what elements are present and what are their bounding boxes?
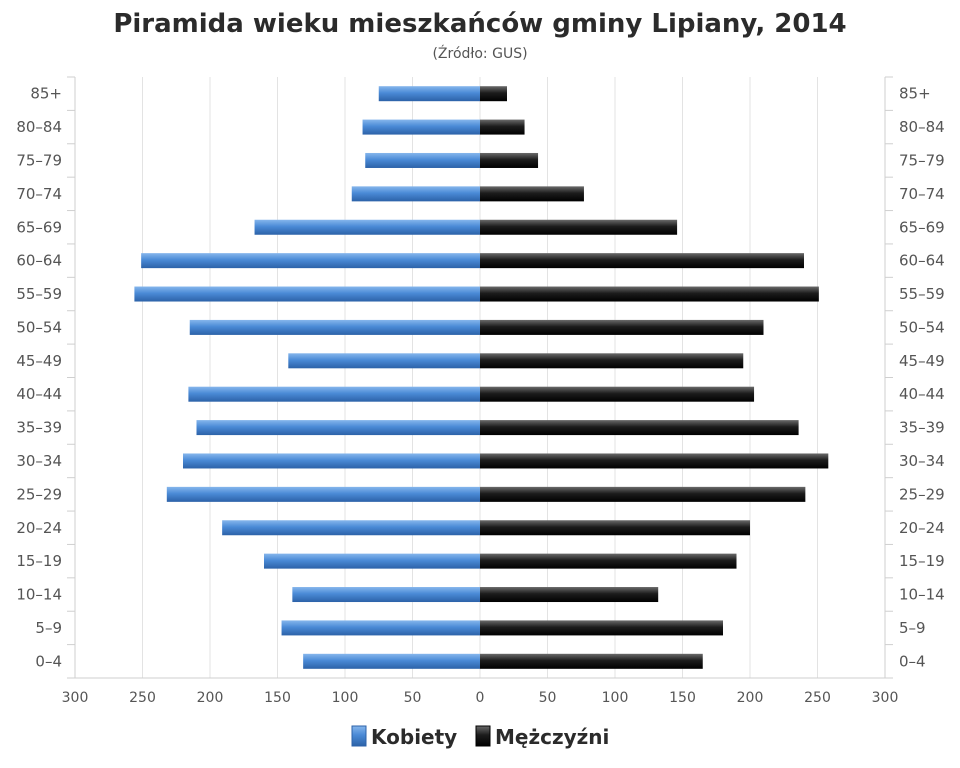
bar-kobiety (196, 420, 480, 436)
category-label-left: 0–4 (35, 652, 62, 670)
category-label-left: 40–44 (16, 385, 62, 403)
category-label-right: 85+ (899, 85, 931, 103)
category-label-right: 10–14 (899, 586, 945, 604)
bar-mezczyzni (480, 219, 678, 235)
bar-kobiety (188, 386, 480, 402)
bar-mezczyzni (480, 520, 750, 536)
bar-kobiety (141, 253, 480, 269)
category-label-left: 60–64 (16, 252, 62, 270)
category-label-right: 50–54 (899, 318, 945, 336)
bar-kobiety (166, 486, 481, 502)
x-tick-labels: 300 250 200 150 100 50 0 50 100 150 200 250 300 (62, 690, 899, 706)
x-tick-label: 200 (197, 690, 224, 706)
x-tick-label: 100 (332, 690, 359, 706)
category-label-right: 0–4 (899, 652, 926, 670)
bar-kobiety (189, 319, 480, 335)
bar-kobiety (254, 219, 480, 235)
category-label-right: 60–64 (899, 252, 945, 270)
bar-mezczyzni (480, 286, 819, 302)
category-label-right: 35–39 (899, 419, 945, 437)
bar-mezczyzni (480, 486, 806, 502)
category-label-right: 40–44 (899, 385, 945, 403)
category-label-left: 45–49 (16, 352, 62, 370)
category-label-right: 75–79 (899, 151, 945, 169)
x-tick-label: 250 (129, 690, 156, 706)
category-label-right: 65–69 (899, 218, 945, 236)
x-tick-label: 50 (404, 690, 422, 706)
category-label-left: 70–74 (16, 185, 62, 203)
bar-kobiety (292, 587, 480, 603)
x-tick-label: 200 (737, 690, 764, 706)
bar-mezczyzni (480, 152, 539, 168)
category-label-right: 80–84 (899, 118, 945, 136)
bar-mezczyzni (480, 553, 737, 569)
category-labels: 85+ 85+ 80–84 80–84 75–79 75–79 70–74 70–74 65–6… (16, 85, 944, 671)
bar-kobiety (183, 453, 480, 469)
chart-subtitle: (Źródło: GUS) (432, 44, 527, 62)
category-label-left: 20–24 (16, 519, 62, 537)
category-label-left: 35–39 (16, 419, 62, 437)
x-tick-label: 0 (476, 690, 485, 706)
category-label-left: 10–14 (16, 586, 62, 604)
category-label-left: 75–79 (16, 151, 62, 169)
bar-kobiety (222, 520, 480, 536)
bar-kobiety (281, 620, 480, 636)
x-tick-label: 250 (804, 690, 831, 706)
category-label-left: 55–59 (16, 285, 62, 303)
category-label-right: 45–49 (899, 352, 945, 370)
bar-kobiety (134, 286, 480, 302)
bar-mezczyzni (480, 119, 525, 135)
x-tick-label: 100 (602, 690, 629, 706)
category-label-left: 25–29 (16, 485, 62, 503)
bar-mezczyzni (480, 386, 755, 402)
category-label-right: 15–19 (899, 552, 945, 570)
category-label-left: 50–54 (16, 318, 62, 336)
bar-kobiety (351, 186, 480, 202)
chart-title: Piramida wieku mieszkańców gminy Lipiany… (113, 9, 846, 39)
x-tick-label: 300 (872, 690, 899, 706)
category-label-right: 20–24 (899, 519, 945, 537)
x-tick-label: 50 (539, 690, 557, 706)
legend-label-kobiety: Kobiety (371, 725, 457, 749)
bar-mezczyzni (480, 186, 584, 202)
bar-mezczyzni (480, 620, 723, 636)
bar-kobiety (378, 86, 480, 102)
bar-mezczyzni (480, 353, 744, 369)
category-label-right: 30–34 (899, 452, 945, 470)
bar-kobiety (362, 119, 480, 135)
legend: Kobiety Mężczyźni (351, 725, 609, 749)
bar-mezczyzni (480, 86, 507, 102)
category-label-right: 5–9 (899, 619, 926, 637)
bar-mezczyzni (480, 319, 764, 335)
x-tick-label: 300 (62, 690, 89, 706)
axes (67, 76, 893, 679)
category-label-right: 55–59 (899, 285, 945, 303)
legend-swatch-kobiety (351, 725, 367, 747)
bar-mezczyzni (480, 653, 703, 669)
bar-mezczyzni (480, 253, 804, 269)
category-label-left: 5–9 (35, 619, 62, 637)
bars (134, 86, 829, 669)
category-label-left: 65–69 (16, 218, 62, 236)
bar-mezczyzni (480, 587, 659, 603)
bar-mezczyzni (480, 420, 799, 436)
x-tick-label: 150 (264, 690, 291, 706)
x-tick-label: 150 (669, 690, 696, 706)
legend-swatch-mezczyzni (475, 725, 491, 747)
category-label-left: 85+ (30, 85, 62, 103)
bar-kobiety (288, 353, 480, 369)
category-label-right: 70–74 (899, 185, 945, 203)
bar-kobiety (264, 553, 480, 569)
category-label-left: 80–84 (16, 118, 62, 136)
legend-label-mezczyzni: Mężczyźni (495, 725, 609, 749)
category-label-right: 25–29 (899, 485, 945, 503)
bar-kobiety (365, 152, 480, 168)
category-label-left: 30–34 (16, 452, 62, 470)
bar-kobiety (303, 653, 480, 669)
category-label-left: 15–19 (16, 552, 62, 570)
bar-mezczyzni (480, 453, 829, 469)
